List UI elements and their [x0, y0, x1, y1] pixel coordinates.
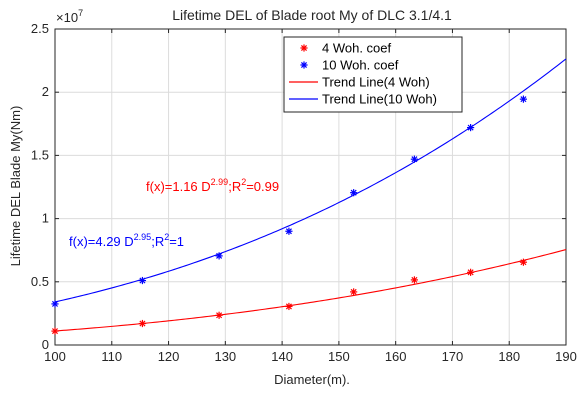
- legend-label: 10 Woh. coef: [322, 58, 399, 73]
- x-tick-label: 130: [214, 349, 236, 364]
- y-tick-label: 2.5: [31, 21, 49, 36]
- data-point-series-1: [285, 227, 293, 235]
- data-point-series-1: [350, 189, 358, 197]
- ticks: 100 110 120 130 140 150 160 170 180 190 0 0.5 1 1.5 2 2…: [31, 21, 577, 364]
- fit-annotation-suffix: ;R: [151, 234, 164, 249]
- data-point-series-0: [138, 319, 147, 328]
- legend-marker: [300, 61, 308, 69]
- legend-marker: [300, 44, 308, 52]
- fit-annotation-tail: =1: [169, 234, 184, 249]
- y-axis-label: Lifetime DEL Blade My(Nm): [8, 106, 23, 267]
- y-tick-label: 1: [42, 211, 49, 226]
- data-point-series-0: [410, 276, 419, 284]
- fit-annotation-power: 2.95: [134, 232, 152, 242]
- data-point-series-0: [350, 288, 358, 296]
- data-point-series-0: [467, 268, 475, 276]
- fit-annotation-power: 2.99: [211, 177, 229, 187]
- data-point-series-1: [215, 252, 223, 260]
- y-exponent: ×107: [56, 8, 83, 25]
- legend-entry: Trend Line(4 Woh): [289, 75, 430, 90]
- x-tick-label: 190: [555, 349, 577, 364]
- fit-annotation-prefix: f(x)=1.16 D: [146, 179, 211, 194]
- fit-annotation-r_power: 2: [164, 232, 169, 242]
- data-point-series-1: [51, 300, 59, 308]
- fit-annotation-prefix: f(x)=4.29 D: [69, 234, 134, 249]
- data-point-series-1: [467, 123, 475, 132]
- data-point-series-0: [285, 302, 293, 311]
- x-tick-label: 160: [385, 349, 407, 364]
- legend-label: 4 Woh. coef: [322, 41, 392, 56]
- legend: 4 Woh. coef 10 Woh. coef Trend Line(4 Woh)…: [283, 36, 463, 113]
- y-tick-label: 1.5: [31, 147, 49, 162]
- x-tick-label: 140: [271, 349, 293, 364]
- y-tick-label: 2: [42, 84, 49, 99]
- x-tick-label: 110: [101, 349, 122, 364]
- x-axis-label: Diameter(m).: [274, 372, 350, 387]
- fit-annotation-suffix: ;R: [228, 179, 241, 194]
- data-point-series-0: [215, 311, 223, 319]
- fit-annotation: f(x)=1.16 D2.99;R2=0.99: [146, 177, 279, 194]
- fit-annotation: f(x)=4.29 D2.95;R2=1: [69, 232, 184, 249]
- chart-title: Lifetime DEL of Blade root My of DLC 3.1…: [172, 7, 452, 23]
- data-point-series-0: [51, 327, 59, 335]
- x-tick-label: 120: [158, 349, 180, 364]
- fit-annotations: f(x)=1.16 D2.99;R2=0.99f(x)=4.29 D2.95;R…: [69, 177, 279, 249]
- legend-label: Trend Line(4 Woh): [322, 75, 430, 90]
- y-exponent-power: 7: [78, 8, 83, 18]
- fit-annotation-r_power: 2: [241, 177, 246, 187]
- data-point-series-0: [519, 258, 528, 266]
- data-point-series-1: [519, 95, 528, 103]
- x-tick-label: 150: [328, 349, 350, 364]
- fit-annotation-tail: =0.99: [246, 179, 279, 194]
- legend-entry: 4 Woh. coef: [300, 41, 392, 56]
- x-tick-label: 170: [442, 349, 464, 364]
- y-tick-label: 0.5: [31, 274, 49, 289]
- series: [51, 58, 567, 335]
- legend-entry: 10 Woh. coef: [300, 58, 399, 73]
- x-tick-label: 180: [498, 349, 520, 364]
- svg-text:×107: ×107: [56, 8, 83, 25]
- x-tick-label: 100: [44, 349, 66, 364]
- legend-label: Trend Line(10 Woh): [322, 92, 437, 107]
- plot-area-frame: [54, 28, 567, 346]
- data-point-series-1: [138, 276, 147, 285]
- y-tick-label: 0: [42, 337, 49, 352]
- grid: [55, 29, 566, 345]
- y-exponent-base: ×10: [56, 10, 78, 25]
- legend-entry: Trend Line(10 Woh): [289, 92, 437, 107]
- data-point-series-1: [410, 155, 419, 163]
